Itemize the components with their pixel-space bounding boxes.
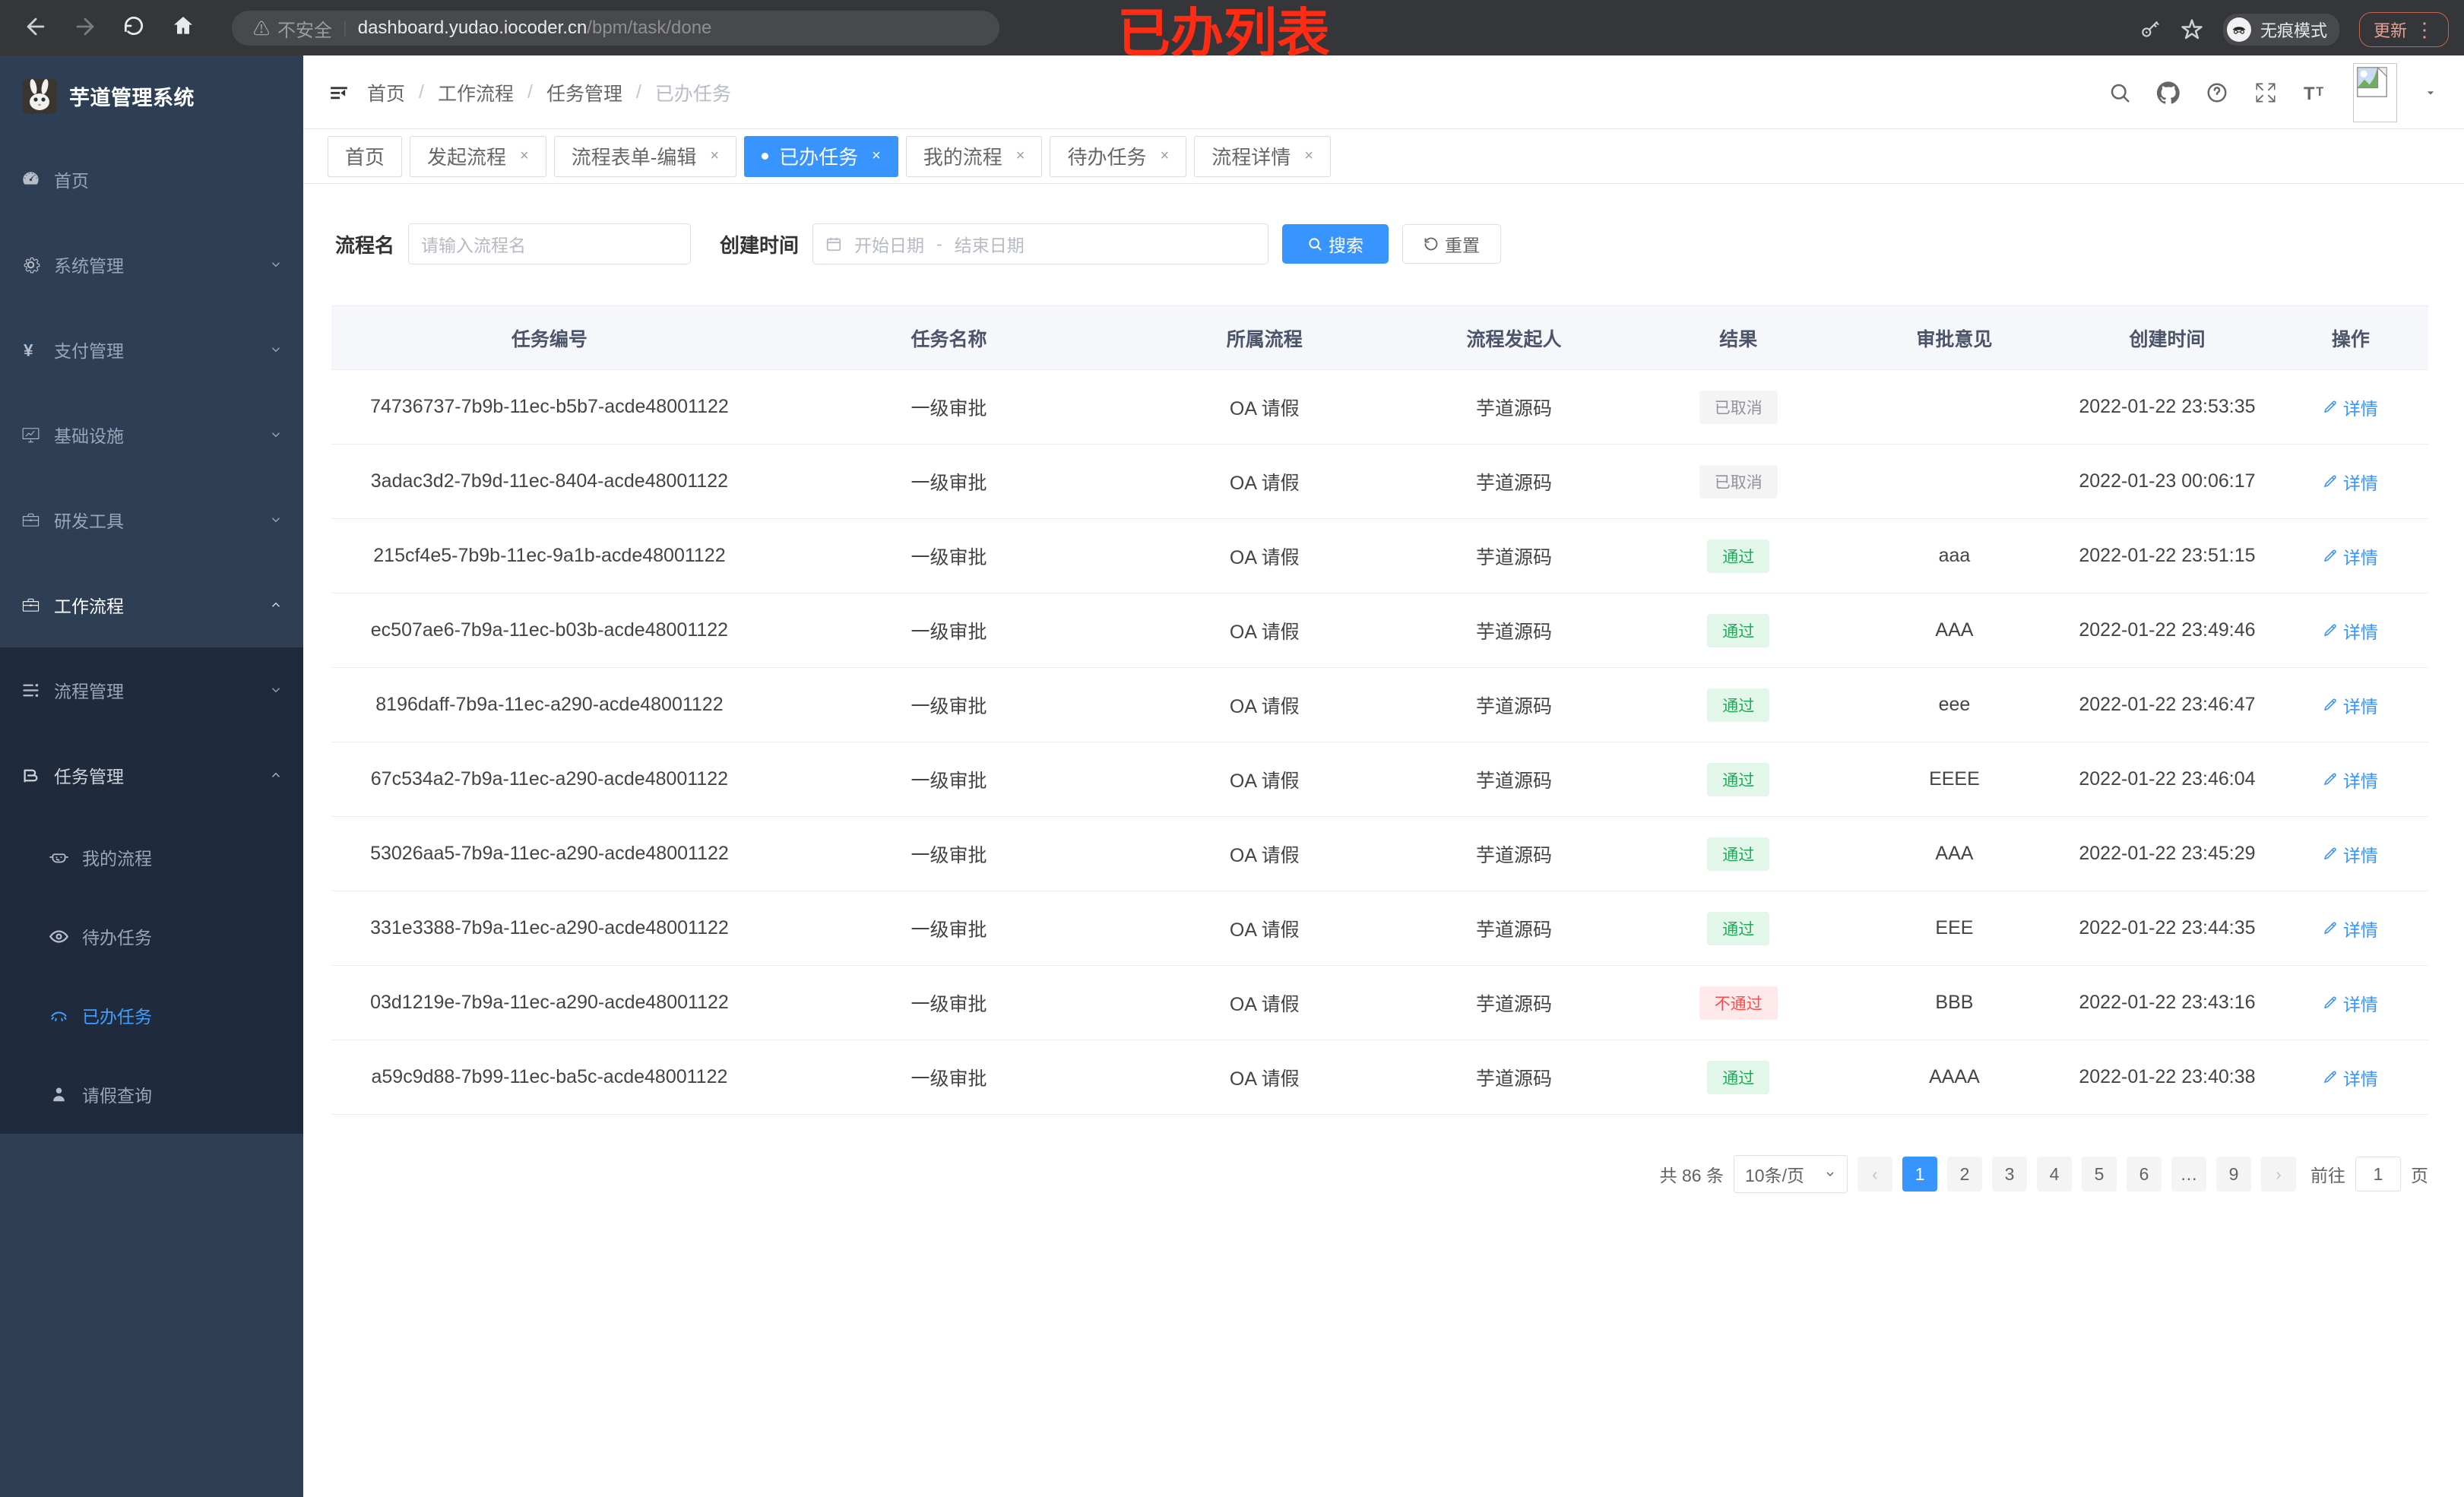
svg-text:T: T (2304, 83, 2315, 103)
svg-text:T: T (2316, 84, 2323, 98)
svg-text:¥: ¥ (24, 340, 33, 359)
